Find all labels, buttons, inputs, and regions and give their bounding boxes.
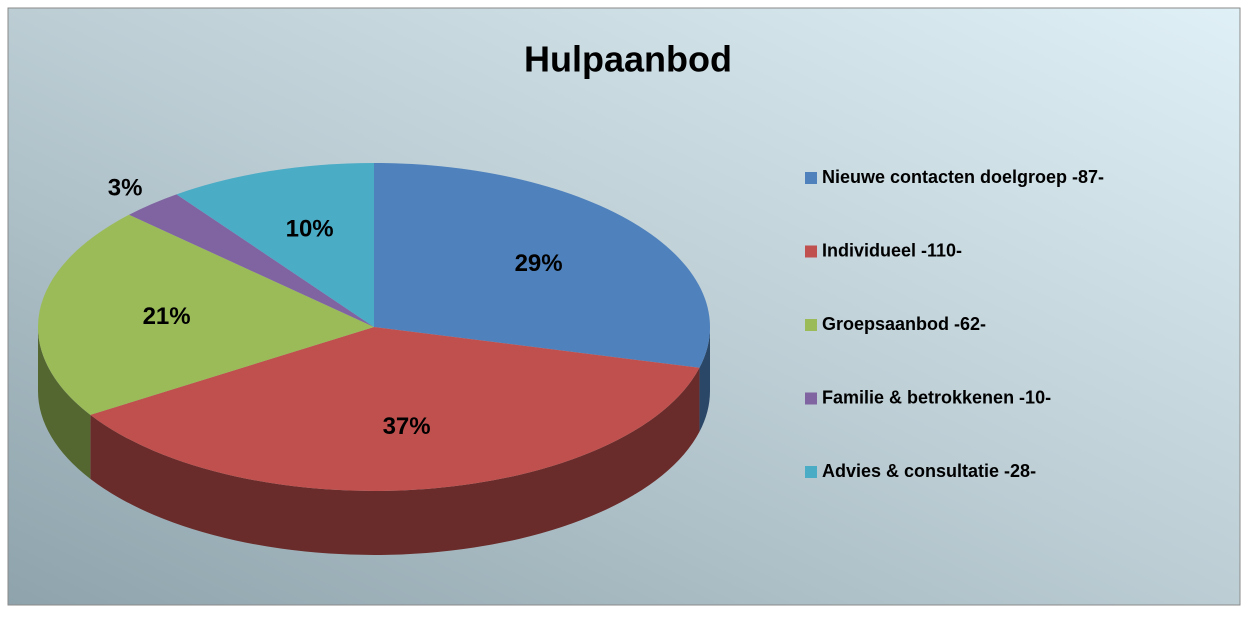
slice bbox=[37, 214, 374, 415]
slice-side bbox=[699, 327, 710, 432]
legend-swatch bbox=[805, 466, 817, 478]
slice-side bbox=[90, 367, 700, 555]
legend-label: Groepsaanbod -62- bbox=[822, 314, 986, 334]
legend-label: Individueel -110- bbox=[822, 240, 962, 260]
slice bbox=[90, 327, 700, 492]
legend-swatch bbox=[805, 245, 817, 258]
slice bbox=[129, 194, 374, 327]
data-label: 3% bbox=[108, 175, 143, 202]
data-label: 37% bbox=[383, 413, 431, 440]
legend-swatch bbox=[805, 319, 817, 331]
slice-side bbox=[38, 327, 91, 479]
data-label: 10% bbox=[286, 216, 334, 243]
legend-swatch bbox=[805, 172, 817, 184]
slice bbox=[374, 163, 711, 368]
chart-title: Hulpaanbod bbox=[524, 39, 732, 80]
data-label: 21% bbox=[143, 303, 191, 330]
legend-label: Advies & consultatie -28- bbox=[822, 461, 1036, 481]
data-label: 29% bbox=[515, 250, 563, 277]
slice bbox=[176, 163, 374, 327]
legend-label: Familie & betrokkenen -10- bbox=[822, 387, 1051, 407]
legend-label: Nieuwe contacten doelgroep -87- bbox=[822, 167, 1104, 187]
legend-swatch bbox=[805, 392, 817, 405]
